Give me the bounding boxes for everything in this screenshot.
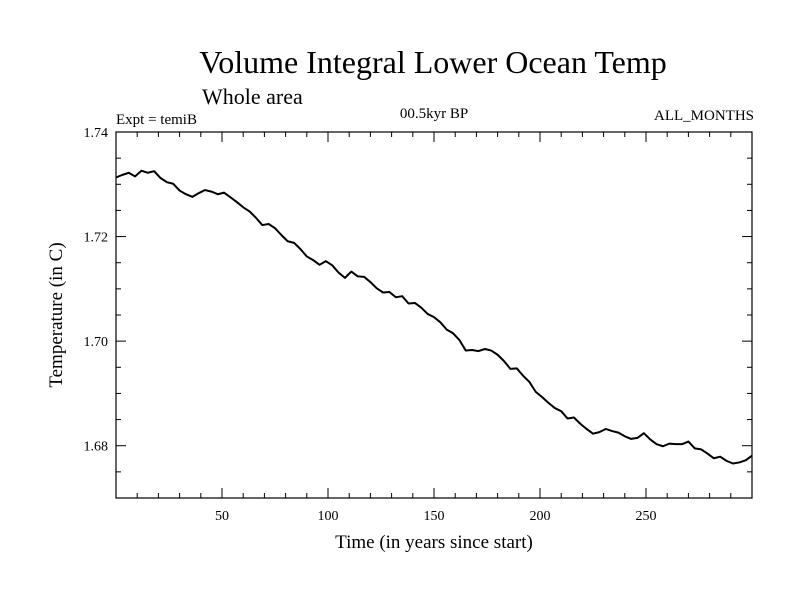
chart-subtitle: Whole area: [202, 84, 303, 109]
period-label: 00.5kyr BP: [400, 106, 468, 122]
months-label: ALL_MONTHS: [654, 108, 754, 124]
y-tick-label: 1.72: [84, 231, 109, 246]
chart-title: Volume Integral Lower Ocean Temp: [199, 44, 667, 80]
y-tick-label: 1.68: [84, 440, 109, 455]
x-tick-label: 200: [530, 509, 551, 524]
axis-ticks: [116, 131, 752, 499]
y-tick-label: 1.70: [84, 335, 109, 350]
x-tick-labels: 50 100 150 200 250: [215, 509, 657, 524]
series-line-temiB: [115, 169, 753, 465]
plot-area: [115, 131, 753, 499]
y-tick-labels: 1.68 1.70 1.72 1.74: [84, 126, 109, 455]
y-axis-label: Temperature (in C): [46, 242, 67, 387]
x-tick-label: 150: [424, 509, 445, 524]
experiment-label: Expt = temiB: [116, 112, 197, 128]
x-tick-label: 50: [215, 509, 229, 524]
y-tick-label: 1.74: [84, 126, 109, 141]
x-tick-label: 100: [318, 509, 339, 524]
x-axis-label: Time (in years since start): [335, 532, 533, 553]
x-tick-label: 250: [636, 509, 657, 524]
